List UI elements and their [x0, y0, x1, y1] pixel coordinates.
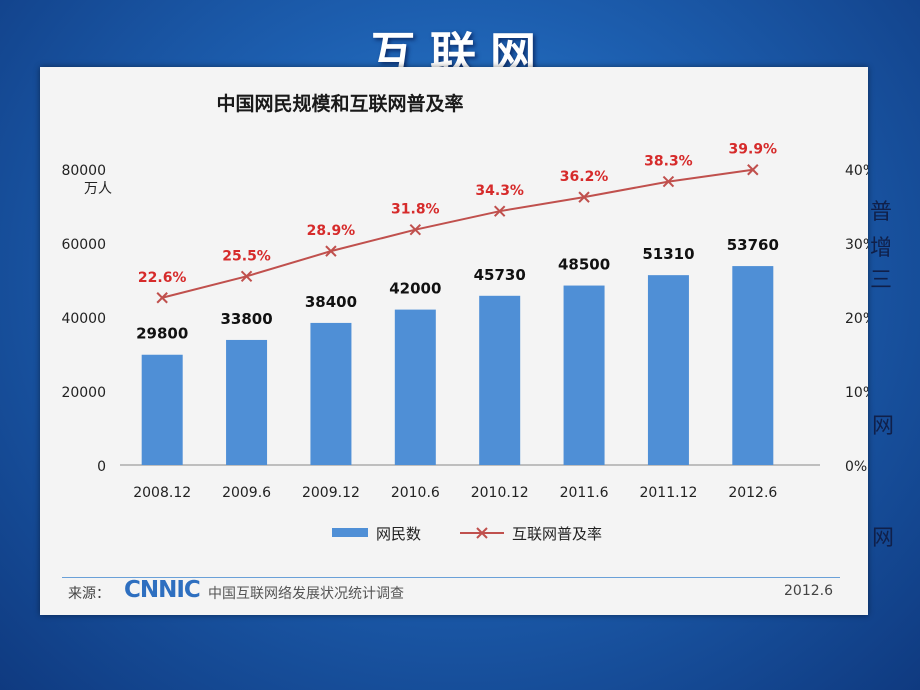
rate-value-label: 31.8%: [391, 202, 440, 218]
side-text-2: 增: [870, 236, 893, 261]
bar-value-label: 48500: [558, 256, 610, 274]
bar-value-label: 33800: [220, 310, 272, 328]
rate-point-marker: [747, 164, 759, 176]
legend-line-label: 互联网普及率: [512, 525, 602, 543]
bar-value-label: 51310: [642, 245, 694, 263]
source-label: 来源：: [68, 586, 110, 602]
rate-value-label: 28.9%: [307, 223, 356, 239]
bar-value-label: 53760: [727, 236, 779, 254]
y-right-tick-label: 30%: [845, 237, 868, 253]
y-right-tick-label: 40%: [845, 163, 868, 179]
y-left-unit: 万人: [84, 181, 112, 197]
cnnic-logo: CNNIC: [124, 577, 201, 603]
x-tick-label: 2010.12: [471, 485, 529, 501]
legend-bar-swatch: [332, 528, 368, 537]
bar-value-label: 45730: [474, 266, 526, 284]
y-left-tick-label: 60000: [61, 237, 106, 253]
source-date: 2012.6: [784, 583, 833, 599]
chart-card: 中国网民规模和互联网普及率 0 20000 40000 60000 80000 万人 0% 1…: [40, 67, 868, 615]
y-left-tick-label: 80000: [61, 163, 106, 179]
rate-value-label: 25.5%: [222, 248, 271, 264]
rate-point-marker: [578, 191, 590, 203]
rate-value-label: 34.3%: [475, 183, 524, 199]
bar: [226, 339, 268, 465]
y-right-tick-label: 10%: [845, 385, 868, 401]
bar: [479, 295, 521, 465]
side-text-5: 网: [872, 526, 895, 551]
x-tick-label: 2009.6: [222, 485, 271, 501]
x-tick-label: 2008.12: [133, 485, 191, 501]
rate-value-label: 36.2%: [560, 169, 609, 185]
bar: [141, 354, 183, 465]
source-name: 中国互联网络发展状况统计调查: [208, 586, 404, 602]
bar: [647, 275, 689, 465]
rate-point-marker: [662, 175, 675, 188]
rate-value-label: 22.6%: [138, 270, 187, 286]
bar: [394, 309, 436, 465]
bar: [563, 285, 605, 465]
side-text-4: 网: [872, 414, 895, 439]
bar-value-label: 38400: [305, 293, 357, 311]
x-tick-label: 2011.6: [560, 485, 609, 501]
y-left-tick-label: 0: [97, 459, 106, 475]
source-divider: [62, 577, 840, 578]
y-right-tick-label: 0%: [845, 459, 867, 475]
rate-point-marker: [240, 270, 253, 283]
bar: [310, 322, 352, 465]
bar-value-label: 42000: [389, 280, 441, 298]
side-text-1: 普: [870, 200, 893, 225]
rate-point-marker: [156, 292, 168, 304]
x-tick-label: 2009.12: [302, 485, 360, 501]
y-left-tick-label: 40000: [61, 311, 106, 327]
legend-bar-label: 网民数: [376, 525, 421, 543]
rate-value-label: 39.9%: [729, 142, 778, 158]
bar-value-label: 29800: [136, 325, 188, 343]
bar: [732, 266, 774, 465]
chart-title: 中国网民规模和互联网普及率: [216, 93, 464, 115]
rate-point-marker: [493, 205, 506, 217]
x-tick-label: 2012.6: [728, 485, 777, 501]
rate-point-marker: [325, 245, 337, 257]
rate-value-label: 38.3%: [644, 154, 693, 170]
chart-svg: 0 20000 40000 60000 80000 万人 0% 10% 20% 30% 40% 298…: [61, 142, 868, 543]
legend-line-marker: [476, 527, 488, 539]
side-text-3: 三: [870, 268, 893, 293]
x-tick-label: 2010.6: [391, 485, 440, 501]
x-tick-label: 2011.12: [639, 485, 697, 501]
y-left-tick-label: 20000: [61, 385, 106, 401]
rate-point-marker: [409, 223, 422, 236]
y-right-tick-label: 20%: [845, 311, 868, 327]
rate-line: [161, 168, 753, 299]
